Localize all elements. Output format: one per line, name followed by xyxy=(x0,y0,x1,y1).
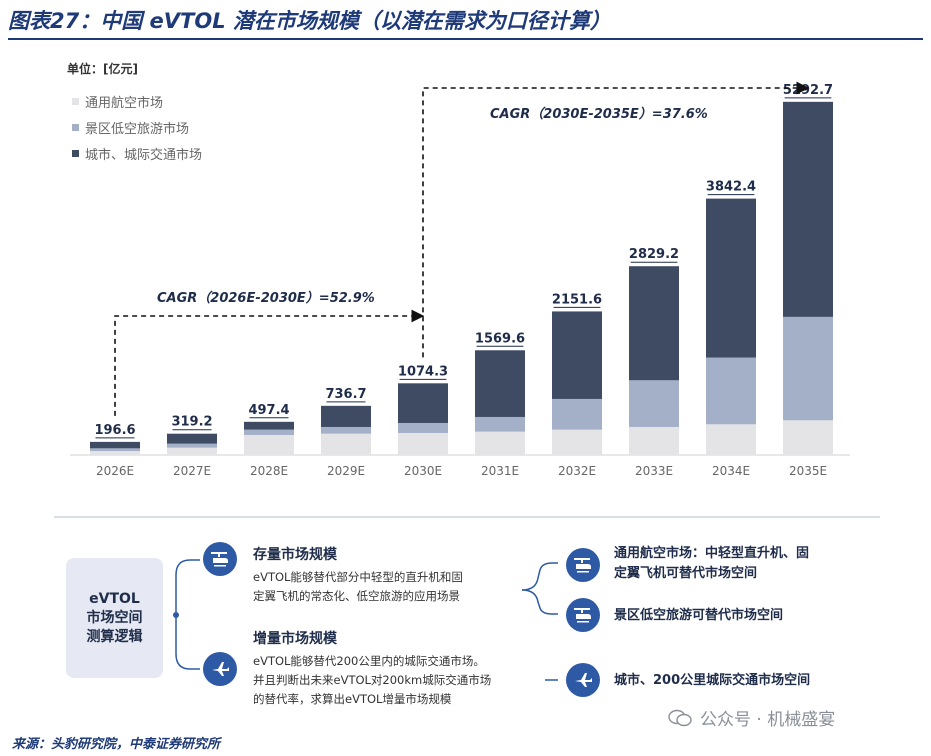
bar-segment xyxy=(398,422,448,433)
bar-segment xyxy=(629,426,679,455)
stock-text-line: eVTOL能够替代部分中轻型的直升机和固 xyxy=(253,570,463,584)
bar-segment xyxy=(475,350,525,417)
wechat-icon xyxy=(668,709,692,726)
bar-segment xyxy=(321,405,371,427)
logic-center-line: 市场空间 xyxy=(86,609,143,626)
bar-segment xyxy=(706,198,756,358)
bar-segment xyxy=(706,424,756,455)
x-tick-label: 2026E xyxy=(96,464,134,478)
legend-item: 景区低空旅游市场 xyxy=(72,114,202,140)
cagr-arrow xyxy=(422,81,810,358)
bar-segment xyxy=(629,380,679,427)
bar-segment xyxy=(552,398,602,430)
legend-label: 城市、城际交通市场 xyxy=(85,147,203,163)
logic-center-line: eVTOL xyxy=(89,590,140,607)
legend-swatch xyxy=(72,123,79,131)
x-tick-label: 2031E xyxy=(481,464,519,478)
x-tick-label: 2030E xyxy=(404,464,442,478)
page-title: 图表27：中国 eVTOL 潜在市场规模（以潜在需求为口径计算） xyxy=(8,9,611,33)
bar-total-label: 196.6 xyxy=(94,423,135,438)
increment-text: eVTOL能够替代200公里内的城际交通市场。 并且判断出未来eVTOL对200… xyxy=(253,652,491,709)
logic-center-line: 测算逻辑 xyxy=(86,628,143,645)
bar-segment xyxy=(475,416,525,432)
bar-segment xyxy=(321,426,371,434)
bar-segment xyxy=(398,432,448,455)
x-tick-label: 2033E xyxy=(635,464,673,478)
bar-segment xyxy=(90,448,140,451)
bar-total-label: 3842.4 xyxy=(706,180,756,195)
legend-label: 景区低空旅游市场 xyxy=(85,121,190,137)
increment-text-line: 的替代率，求算出eVTOL增量市场规模 xyxy=(253,692,452,706)
cagr-label: CAGR（2026E-2030E）=52.9% xyxy=(157,290,375,306)
right-item-line: 定翼飞机可替代市场空间 xyxy=(614,566,758,581)
watermark-text: 公众号 · 机械盛宴 xyxy=(700,710,836,730)
x-tick-label: 2029E xyxy=(327,464,365,478)
stacked-bar-chart: 196.6 2026E 319.2 2027E 497.4 2028E 736.7 2029E… xyxy=(70,81,850,478)
right-item-tourism: 景区低空旅游可替代市场空间 xyxy=(614,608,784,623)
unit-label: 单位：[亿元] xyxy=(67,62,138,76)
bar-total-label: 319.2 xyxy=(171,415,212,430)
bar-segment xyxy=(90,441,140,449)
logic-center-box: eVTOL 市场空间 测算逻辑 xyxy=(66,558,163,678)
bar-segment xyxy=(552,311,602,399)
legend-label: 通用航空市场 xyxy=(85,95,164,111)
legend-item: 城市、城际交通市场 xyxy=(72,140,202,166)
bar-total-label: 1569.6 xyxy=(475,331,525,346)
bar-segment xyxy=(398,383,448,423)
bar-segment xyxy=(90,450,140,455)
legend-swatch xyxy=(72,97,79,105)
legend-item: 通用航空市场 xyxy=(72,88,202,114)
bar-segment xyxy=(475,431,525,455)
helicopter-icon xyxy=(566,598,600,632)
chart-legend: 通用航空市场 景区低空旅游市场 城市、城际交通市场 xyxy=(72,88,202,166)
increment-text-line: eVTOL能够替代200公里内的城际交通市场。 xyxy=(253,654,485,668)
bar-segment xyxy=(244,429,294,435)
bar-total-label: 497.4 xyxy=(248,403,289,418)
bar-segment xyxy=(783,316,833,421)
bar-total-label: 2829.2 xyxy=(629,247,679,262)
bar-segment xyxy=(167,433,217,444)
logic-panel xyxy=(54,516,880,725)
stock-title: 存量市场规模 xyxy=(253,547,337,563)
stock-text-line: 定翼飞机的常态化、低空旅游的应用场景 xyxy=(253,589,460,603)
x-tick-label: 2027E xyxy=(173,464,211,478)
bar-total-label: 2151.6 xyxy=(552,292,602,307)
bar-total-label: 736.7 xyxy=(325,387,366,402)
airplane-icon xyxy=(566,663,600,697)
x-tick-label: 2034E xyxy=(712,464,750,478)
right-item-intercity: 城市、200公里城际交通市场空间 xyxy=(614,673,811,688)
right-item-line: 通用航空市场：中轻型直升机、固 xyxy=(614,546,810,561)
title-divider xyxy=(8,38,923,40)
x-tick-label: 2035E xyxy=(789,464,827,478)
increment-text-line: 并且判断出未来eVTOL对200km城际交通市场 xyxy=(253,673,492,687)
bar-total-label: 1074.3 xyxy=(398,364,448,379)
bar-segment xyxy=(783,420,833,455)
right-item-general-aviation: 通用航空市场：中轻型直升机、固 定翼飞机可替代市场空间 xyxy=(614,544,864,584)
bar-segment xyxy=(244,434,294,455)
increment-title: 增量市场规模 xyxy=(253,631,337,647)
legend-swatch xyxy=(72,149,79,157)
x-tick-label: 2028E xyxy=(250,464,288,478)
x-tick-label: 2032E xyxy=(558,464,596,478)
helicopter-icon xyxy=(566,548,600,582)
bar-segment xyxy=(244,421,294,430)
bar-segment xyxy=(552,429,602,455)
cagr-arrow xyxy=(114,309,425,416)
airplane-icon xyxy=(203,652,237,686)
stock-text: eVTOL能够替代部分中轻型的直升机和固 定翼飞机的常态化、低空旅游的应用场景 xyxy=(253,568,463,606)
bar-segment xyxy=(321,433,371,455)
bar-segment xyxy=(629,266,679,381)
watermark: 公众号 · 机械盛宴 xyxy=(668,705,835,730)
bar-segment xyxy=(167,447,217,455)
cagr-label: CAGR（2030E-2035E）=37.6% xyxy=(490,106,708,122)
source-note: 来源：头豹研究院，中泰证券研究所 xyxy=(12,737,221,752)
bar-segment xyxy=(167,443,217,448)
bar-segment xyxy=(783,101,833,317)
bar-segment xyxy=(706,357,756,425)
helicopter-icon xyxy=(203,542,237,576)
